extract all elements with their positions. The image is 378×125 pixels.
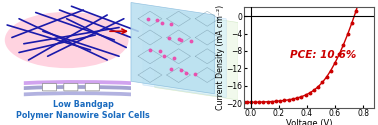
Text: Low Bandgap
Polymer Nanowire Solar Cells: Low Bandgap Polymer Nanowire Solar Cells xyxy=(17,100,150,120)
X-axis label: Voltage (V): Voltage (V) xyxy=(286,119,332,125)
Text: PCE: 10.6%: PCE: 10.6% xyxy=(290,50,356,59)
PathPatch shape xyxy=(24,85,131,90)
Polygon shape xyxy=(131,2,214,94)
Polygon shape xyxy=(143,6,226,98)
Y-axis label: Current Density (mA cm⁻²): Current Density (mA cm⁻²) xyxy=(216,5,225,110)
Ellipse shape xyxy=(5,12,129,68)
PathPatch shape xyxy=(24,91,131,96)
FancyBboxPatch shape xyxy=(42,84,56,91)
PathPatch shape xyxy=(24,80,131,85)
FancyBboxPatch shape xyxy=(85,84,99,91)
Polygon shape xyxy=(155,10,238,100)
FancyBboxPatch shape xyxy=(64,84,78,91)
